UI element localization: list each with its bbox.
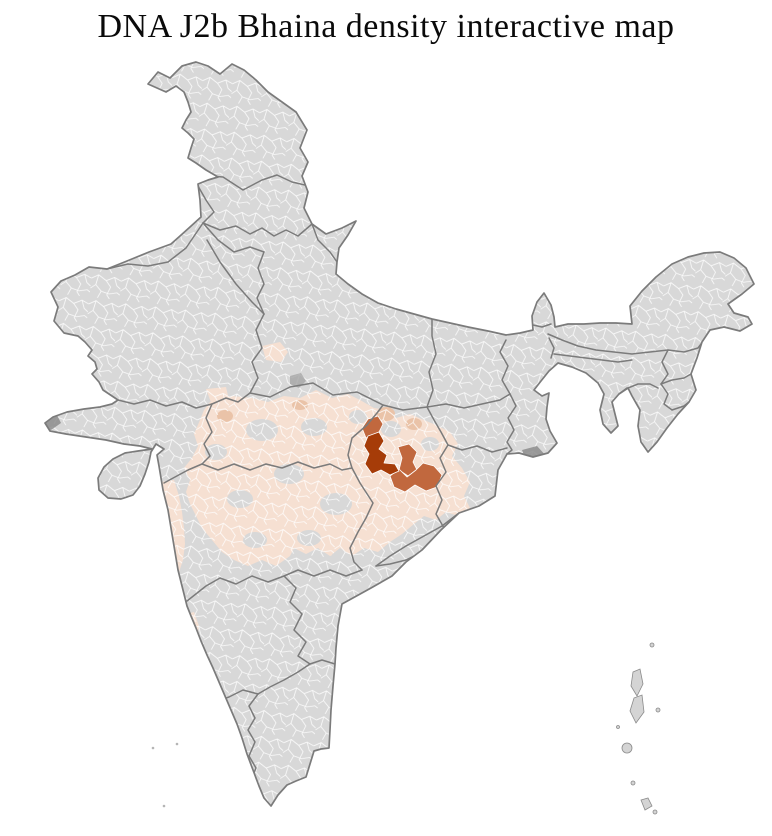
district-boundaries-mesh (45, 62, 754, 806)
lakshadweep-islands (151, 742, 179, 808)
state-borders (106, 174, 705, 800)
kutch-marsh-speck (36, 422, 42, 428)
medium-density-district-southeast[interactable] (389, 462, 443, 493)
page-title: DNA J2b Bhaina density interactive map (97, 8, 675, 45)
high-density-district-shape[interactable] (363, 431, 400, 476)
high-density-district[interactable] (363, 431, 400, 476)
andaman-nicobar-islands (616, 642, 661, 815)
